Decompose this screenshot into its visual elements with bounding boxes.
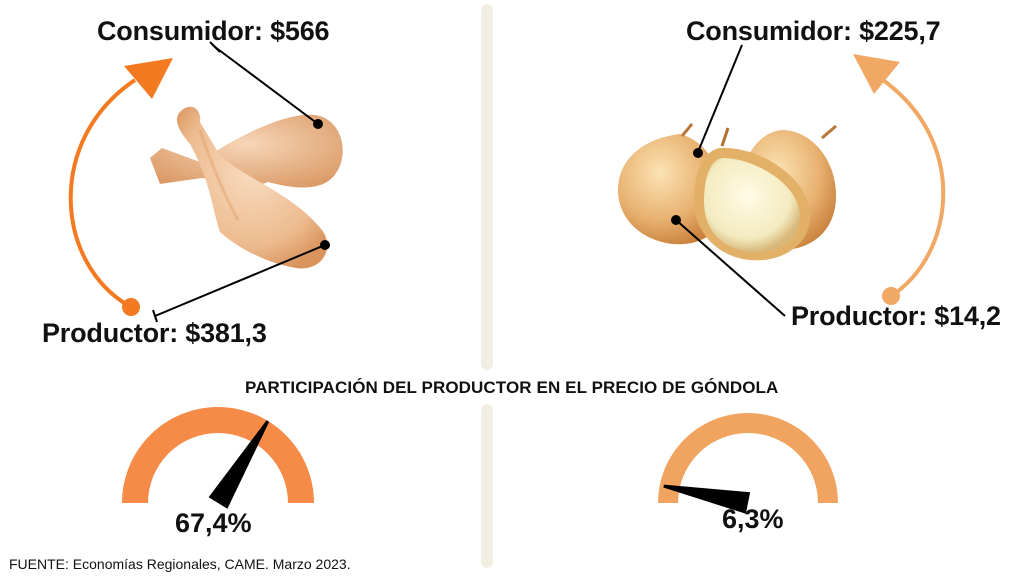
chicken-gauge-arc [122,407,314,503]
onions-icon [618,123,837,261]
onion-producer-price: Productor: $14,2 [791,301,1001,331]
onion-arrow [853,54,946,305]
section-subtitle: PARTICIPACIÓN DEL PRODUCTOR EN EL PRECIO… [245,378,779,397]
onion-share-value: 6,3% [722,504,784,534]
chicken-legs-icon [150,106,343,269]
onion-leader-lines [675,44,786,317]
onion-gauge-needle [663,484,751,514]
chicken-producer-price: Productor: $381,3 [42,318,267,348]
onion-gauge [658,413,838,514]
onion-consumer-price: Consumidor: $225,7 [686,16,941,46]
chicken-gauge-needle [208,420,270,509]
chicken-consumer-price: Consumidor: $566 [97,16,330,46]
top-divider [481,4,493,370]
bottom-divider [481,404,493,568]
onion-gauge-arc [658,413,838,503]
chicken-share-value: 67,4% [175,508,252,538]
source-note: FUENTE: Economías Regionales, CAME. Marz… [9,556,351,572]
chicken-leader-lines [152,41,326,323]
chicken-arrow [68,58,173,316]
chicken-gauge [122,407,314,509]
